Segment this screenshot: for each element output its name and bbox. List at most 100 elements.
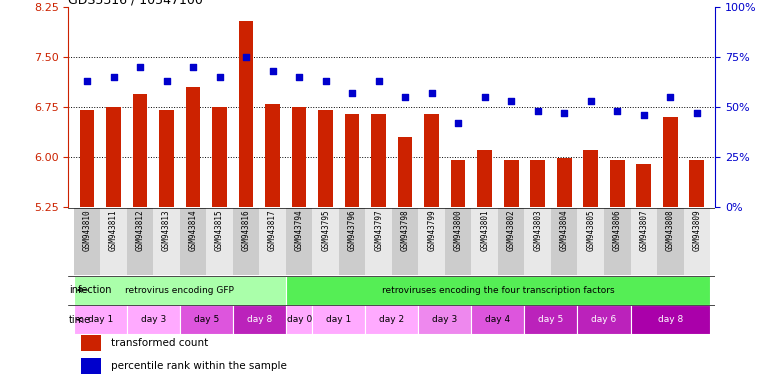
Bar (81, 335, 100, 351)
Text: day 2: day 2 (379, 315, 405, 324)
Bar (286, 276, 710, 305)
Bar (392, 208, 419, 275)
Point (266, 68, 279, 74)
Bar (233, 305, 286, 334)
Text: GSM943804: GSM943804 (560, 210, 568, 252)
Text: GSM943799: GSM943799 (427, 210, 436, 252)
Bar (206, 208, 233, 275)
Bar (445, 208, 472, 275)
Bar (451, 161, 466, 207)
Bar (371, 114, 386, 207)
Bar (657, 208, 683, 275)
Text: day 8: day 8 (247, 315, 272, 324)
Point (107, 74, 119, 80)
Text: GSM943813: GSM943813 (162, 210, 171, 252)
Point (479, 94, 491, 100)
Bar (365, 305, 419, 334)
Text: GDS5316 / 10547100: GDS5316 / 10547100 (68, 0, 203, 6)
Bar (419, 305, 472, 334)
Bar (477, 151, 492, 207)
Point (611, 108, 623, 114)
Text: GSM943796: GSM943796 (348, 210, 357, 252)
Text: day 1: day 1 (326, 315, 352, 324)
Bar (419, 208, 445, 275)
Bar (530, 161, 545, 207)
Point (425, 90, 438, 96)
Bar (233, 208, 260, 275)
Bar (472, 208, 498, 275)
Text: day 5: day 5 (538, 315, 564, 324)
Point (320, 78, 332, 84)
Text: GSM943807: GSM943807 (639, 210, 648, 252)
Text: transformed count: transformed count (110, 338, 208, 348)
Bar (239, 21, 253, 207)
Text: day 3: day 3 (432, 315, 457, 324)
Text: GSM943809: GSM943809 (693, 210, 702, 252)
Text: day 6: day 6 (591, 315, 616, 324)
Bar (504, 161, 518, 207)
Bar (212, 107, 227, 207)
Text: day 1: day 1 (88, 315, 113, 324)
Point (293, 74, 305, 80)
Bar (524, 208, 551, 275)
Bar (604, 208, 631, 275)
Bar (127, 305, 180, 334)
Point (214, 74, 226, 80)
Text: GSM943797: GSM943797 (374, 210, 383, 252)
Text: day 4: day 4 (486, 315, 511, 324)
Bar (557, 158, 572, 207)
Point (584, 98, 597, 104)
Bar (74, 305, 127, 334)
Bar (100, 208, 127, 275)
Point (240, 54, 252, 60)
Point (505, 98, 517, 104)
Point (691, 110, 703, 116)
Text: GSM943812: GSM943812 (135, 210, 145, 252)
Bar (551, 208, 578, 275)
Bar (266, 104, 280, 207)
Text: day 5: day 5 (194, 315, 219, 324)
Text: retrovirus encoding GFP: retrovirus encoding GFP (126, 286, 234, 295)
Bar (180, 305, 233, 334)
Bar (74, 276, 286, 305)
Text: day 8: day 8 (658, 315, 683, 324)
Bar (127, 208, 153, 275)
Text: GSM943816: GSM943816 (241, 210, 250, 252)
Bar (312, 305, 365, 334)
Point (399, 94, 411, 100)
Text: GSM943802: GSM943802 (507, 210, 516, 252)
Point (187, 64, 199, 70)
Bar (578, 305, 631, 334)
Bar (584, 151, 598, 207)
Bar (398, 137, 412, 207)
Point (664, 94, 677, 100)
Bar (132, 94, 148, 207)
Point (373, 78, 385, 84)
Bar (260, 208, 286, 275)
Text: GSM943815: GSM943815 (215, 210, 224, 252)
Bar (663, 117, 677, 207)
Text: GSM943810: GSM943810 (82, 210, 91, 252)
Point (638, 112, 650, 118)
Text: GSM943803: GSM943803 (533, 210, 543, 252)
Bar (339, 208, 365, 275)
Text: GSM943800: GSM943800 (454, 210, 463, 252)
Text: GSM943806: GSM943806 (613, 210, 622, 252)
Text: GSM943814: GSM943814 (189, 210, 198, 252)
Bar (683, 208, 710, 275)
Bar (312, 208, 339, 275)
Point (346, 90, 358, 96)
Bar (472, 305, 524, 334)
Bar (636, 164, 651, 207)
Bar (318, 111, 333, 207)
Point (532, 108, 544, 114)
Bar (153, 208, 180, 275)
Bar (159, 111, 174, 207)
Bar (81, 358, 100, 374)
Point (161, 78, 173, 84)
Bar (74, 208, 100, 275)
Bar (286, 305, 312, 334)
Point (558, 110, 570, 116)
Bar (365, 208, 392, 275)
Text: GSM943795: GSM943795 (321, 210, 330, 252)
